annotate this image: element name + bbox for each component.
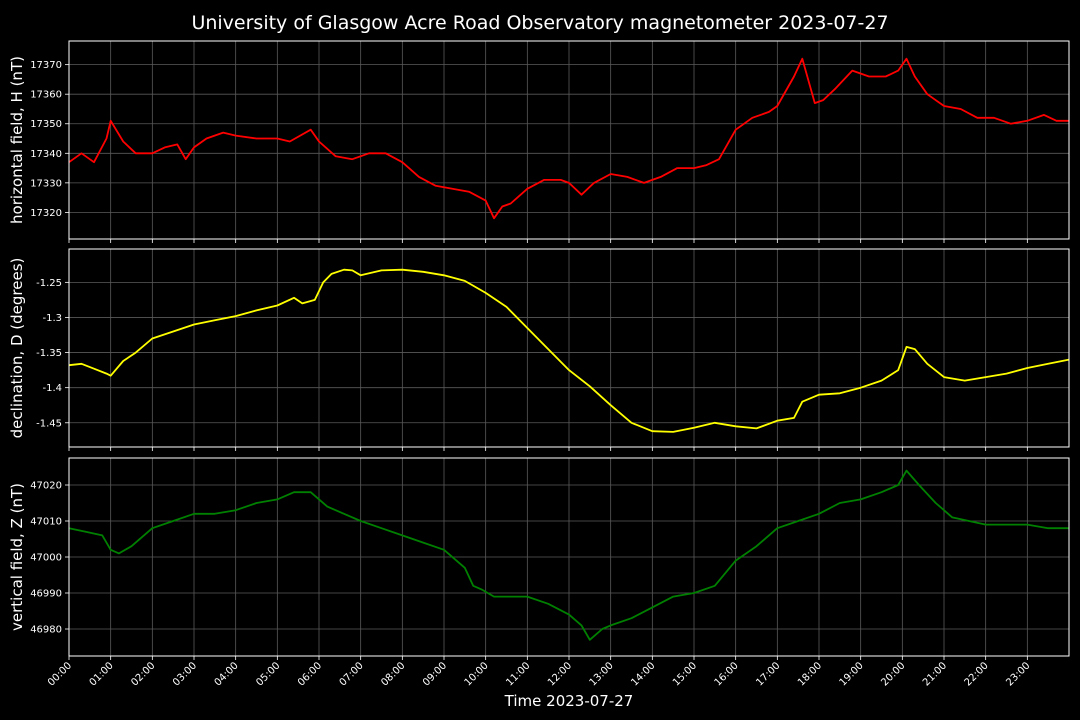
y-axis-label-D: declination, D (degrees) (8, 258, 26, 439)
y-tick-label: 47000 (30, 553, 62, 564)
y-tick-label: 46980 (30, 625, 62, 636)
series-line-D (68, 268, 1070, 433)
series-line-H (68, 57, 1069, 220)
y-tick-label: 17370 (30, 60, 62, 71)
y-tick-label: 17330 (30, 178, 62, 189)
y-tick-label: 17350 (30, 119, 62, 130)
panel-frame (68, 248, 1070, 448)
series-line-Z (68, 469, 1069, 641)
y-tick-label: -1.45 (36, 418, 62, 429)
x-axis-label: Time 2023-07-27 (504, 692, 634, 710)
panel-H: 17320 17330 17340 17350 17360 17370 horizontal… (8, 40, 1070, 243)
panel-frame (68, 457, 1070, 657)
y-tick-label: 47020 (30, 481, 62, 492)
y-tick-label: 17360 (30, 90, 62, 101)
y-tick-label: 47010 (30, 517, 62, 528)
y-tick-label: 17320 (30, 208, 62, 219)
y-tick-label: -1.4 (42, 383, 62, 394)
y-tick-label: -1.3 (42, 313, 62, 324)
panel-D: -1.25 -1.3 -1.35 -1.4 -1.45 declination, D (d… (8, 248, 1070, 451)
y-tick-label: 17340 (30, 149, 62, 160)
chart-title: University of Glasgow Acre Road Observat… (191, 12, 888, 34)
y-axis-label-Z: vertical field, Z (nT) (8, 483, 26, 631)
y-tick-label: 46990 (30, 589, 62, 600)
y-axis-label-H: horizontal field, H (nT) (8, 56, 26, 224)
y-tick-label: -1.25 (36, 278, 62, 289)
panel-frame (68, 40, 1070, 240)
y-tick-label: -1.35 (36, 348, 62, 359)
